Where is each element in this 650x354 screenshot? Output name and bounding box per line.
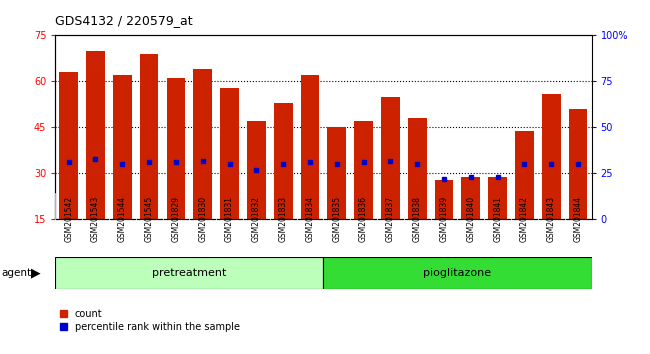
Text: GSM201831: GSM201831 — [225, 196, 234, 242]
Bar — [193, 69, 212, 219]
Bar — [488, 177, 507, 219]
Bar — [274, 103, 292, 219]
Text: pretreatment: pretreatment — [152, 268, 226, 278]
Bar — [354, 121, 373, 219]
Bar — [435, 179, 454, 219]
Legend: count, percentile rank within the sample: count, percentile rank within the sample — [60, 309, 240, 332]
Text: GSM201832: GSM201832 — [252, 196, 261, 242]
Text: GSM201838: GSM201838 — [413, 196, 422, 242]
Bar — [220, 87, 239, 219]
Text: GSM201545: GSM201545 — [144, 196, 153, 242]
Text: GSM201843: GSM201843 — [547, 196, 556, 242]
Text: GSM201841: GSM201841 — [493, 196, 502, 242]
Bar — [542, 94, 561, 219]
Bar — [328, 127, 346, 219]
Text: GSM201835: GSM201835 — [332, 196, 341, 242]
Text: GSM201837: GSM201837 — [386, 196, 395, 242]
Text: GSM201833: GSM201833 — [279, 196, 288, 242]
Bar — [381, 97, 400, 219]
Bar — [113, 75, 132, 219]
Text: GSM201829: GSM201829 — [172, 196, 181, 242]
Text: pioglitazone: pioglitazone — [423, 268, 491, 278]
Bar — [86, 51, 105, 219]
Text: GSM201544: GSM201544 — [118, 196, 127, 242]
Text: GSM201842: GSM201842 — [520, 196, 529, 242]
Text: GSM201839: GSM201839 — [439, 196, 448, 242]
Bar — [515, 131, 534, 219]
Bar — [324, 257, 592, 289]
Bar — [59, 72, 78, 219]
Text: agent: agent — [1, 268, 31, 278]
Text: GSM201830: GSM201830 — [198, 196, 207, 242]
Bar — [247, 121, 266, 219]
Bar — [300, 75, 319, 219]
Text: GSM201543: GSM201543 — [91, 196, 100, 242]
Text: GDS4132 / 220579_at: GDS4132 / 220579_at — [55, 14, 193, 27]
Text: ▶: ▶ — [31, 266, 41, 279]
Text: GSM201840: GSM201840 — [466, 196, 475, 242]
Bar — [55, 257, 324, 289]
Text: GSM201834: GSM201834 — [306, 196, 315, 242]
Text: GSM201542: GSM201542 — [64, 196, 73, 242]
Bar — [140, 54, 159, 219]
Text: GSM201836: GSM201836 — [359, 196, 368, 242]
Bar — [462, 177, 480, 219]
Bar — [166, 78, 185, 219]
Bar — [569, 109, 588, 219]
Text: GSM201844: GSM201844 — [573, 196, 582, 242]
Bar — [408, 118, 426, 219]
